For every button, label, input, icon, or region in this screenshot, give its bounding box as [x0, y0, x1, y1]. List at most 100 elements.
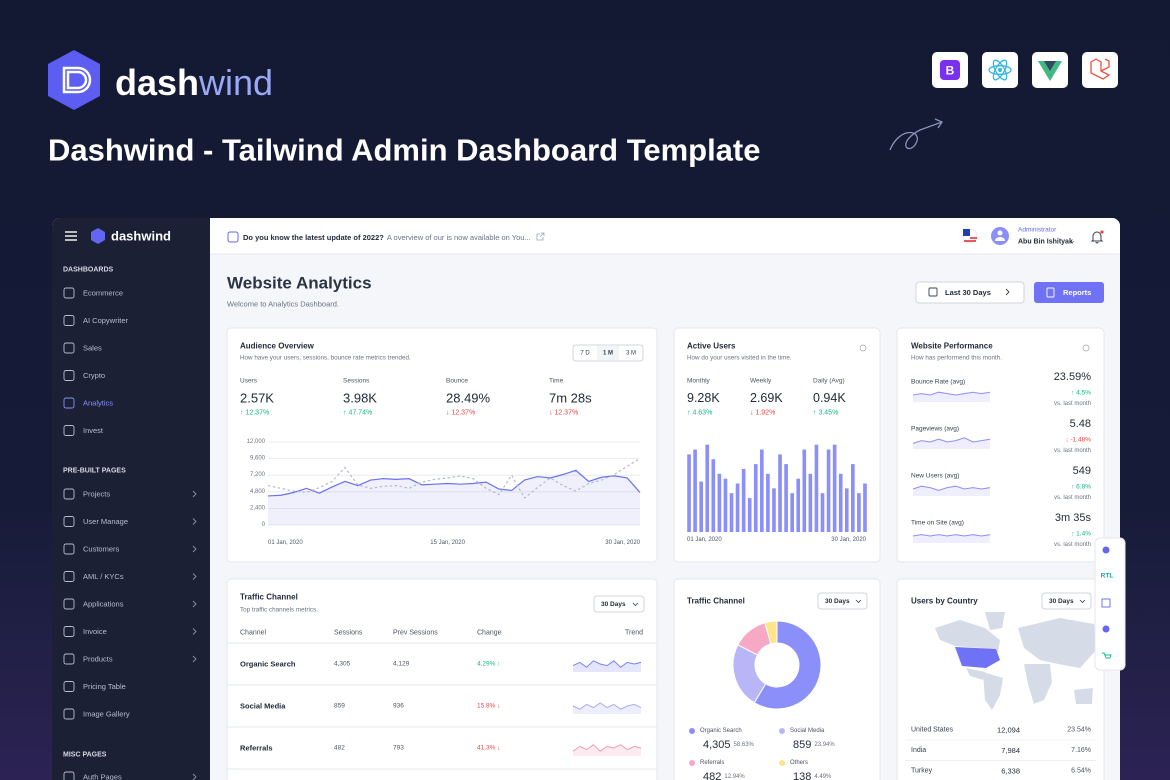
- metric-change: ↑ 4.5%: [1071, 390, 1091, 397]
- menu-item[interactable]: User Manage: [83, 517, 128, 526]
- menu-icon: [63, 342, 75, 354]
- menu-item[interactable]: Invoice: [83, 627, 107, 636]
- stat-change: ↑ 3.45%: [813, 410, 838, 417]
- bar: [766, 473, 770, 532]
- dropdown[interactable]: [817, 592, 868, 610]
- x-tick-label: 01 Jan, 2020: [268, 540, 303, 546]
- legend-count: 859: [793, 739, 811, 751]
- stat-label: Daily (Avg): [813, 378, 845, 385]
- menu-item[interactable]: Auth Pages: [83, 773, 122, 780]
- country-users: 7,984: [1001, 746, 1020, 755]
- notice-text: A overview of our is now available on Yo…: [387, 233, 531, 242]
- bar: [790, 493, 794, 532]
- user-name[interactable]: Abu Bin Ishityak: [1018, 239, 1073, 246]
- menu-item[interactable]: AML / KYCs: [83, 572, 124, 581]
- menu-item[interactable]: Customers: [83, 545, 120, 554]
- bar: [844, 488, 849, 532]
- sparkline: [912, 437, 991, 444]
- brand-first: dash: [115, 62, 199, 103]
- metric-note: vs. last month: [1054, 495, 1091, 501]
- bar: [778, 454, 782, 532]
- menu-item[interactable]: Analytics: [83, 399, 113, 408]
- menu-item[interactable]: AI Copywriter: [83, 316, 129, 325]
- card-title: Traffic Channel: [240, 593, 298, 602]
- world-map: [935, 612, 1098, 710]
- y-tick-label: 7,200: [250, 472, 266, 478]
- dropdown[interactable]: [1041, 592, 1092, 610]
- chevron: [192, 573, 197, 580]
- card-title: Active Users: [687, 342, 736, 351]
- legend-value: 4,305 58.63%: [703, 739, 755, 751]
- bar: [711, 459, 716, 532]
- menu-item[interactable]: Ecommerce: [83, 289, 123, 298]
- rtl-toggle[interactable]: RTL: [1101, 573, 1114, 580]
- bar: [699, 481, 703, 532]
- y-tick-label: 9,600: [250, 456, 266, 462]
- metric-value: 3m 35s: [1055, 512, 1092, 524]
- menu-item[interactable]: Invest: [83, 426, 104, 435]
- legend-count: 482: [703, 771, 721, 780]
- stat-value: 7m 28s: [549, 391, 592, 406]
- bar: [826, 449, 831, 532]
- metric-change: ↑ 6.8%: [1071, 484, 1091, 491]
- chevron: [192, 655, 197, 663]
- notice[interactable]: Do you know the latest update of 2022? A …: [243, 233, 531, 242]
- menu-icon: [63, 425, 75, 436]
- menu-item[interactable]: Applications: [83, 600, 124, 609]
- dropdown[interactable]: [593, 595, 645, 613]
- metric-value: 23.59%: [1054, 371, 1092, 383]
- menu-item[interactable]: Projects: [83, 490, 110, 499]
- trend-line: [572, 702, 642, 710]
- country-share: 23.54%: [1067, 727, 1091, 734]
- menu-icon: [63, 653, 75, 665]
- page-buttons: [915, 281, 1104, 304]
- tab[interactable]: 3 M: [626, 351, 636, 357]
- page-title: Website Analytics: [227, 274, 372, 293]
- range-button[interactable]: [915, 281, 1025, 304]
- country-name: United States: [911, 727, 954, 734]
- area: [268, 470, 640, 525]
- legend-label: Social Media: [790, 728, 825, 734]
- sidebar-head: [65, 231, 77, 241]
- column-header: Change: [477, 630, 502, 637]
- donut-slice: [764, 620, 778, 645]
- bar: [705, 444, 710, 532]
- bar: [729, 493, 734, 532]
- headline: Dashwind - Tailwind Admin Dashboard Temp…: [48, 133, 761, 168]
- y-tick-label: 0: [262, 522, 266, 528]
- menu-item[interactable]: Image Gallery: [83, 710, 130, 719]
- stat-label: Time: [549, 378, 564, 385]
- reports-button[interactable]: [1034, 282, 1104, 303]
- tab[interactable]: 7 D: [580, 351, 590, 357]
- table-cell: 936: [393, 703, 404, 710]
- info-icons: [859, 344, 1090, 352]
- menu-item[interactable]: Products: [83, 655, 113, 664]
- stat-value: 2.57K: [240, 391, 274, 406]
- menu-icon: [63, 370, 75, 381]
- country-users: 12,094: [997, 726, 1020, 735]
- country-name: Turkey: [911, 768, 933, 775]
- table-cell: 4,129: [393, 661, 410, 668]
- section-title: MISC PAGES: [63, 752, 107, 759]
- y-tick-label: 4,800: [250, 489, 266, 495]
- dropdown-label: 30 Days: [1049, 598, 1074, 605]
- menu-item[interactable]: Pricing Table: [83, 682, 126, 691]
- bar: [717, 473, 722, 532]
- metric-note: vs. last month: [1054, 542, 1091, 548]
- chevron: [632, 602, 639, 607]
- trend-line: [572, 660, 642, 668]
- stat-value: 9.28K: [687, 391, 720, 405]
- menu-icon: [63, 771, 75, 780]
- tab[interactable]: 1 M: [603, 351, 613, 357]
- menu-icon: [63, 598, 75, 610]
- menu-item[interactable]: Sales: [83, 344, 102, 353]
- metric-change: ↓ -1.48%: [1065, 437, 1091, 444]
- line: [267, 469, 641, 497]
- menu-item[interactable]: Crypto: [83, 371, 105, 380]
- stat-change: ↓ 12.37%: [549, 410, 578, 417]
- range-label: Last 30 Days: [945, 288, 991, 297]
- brand-second: wind: [198, 62, 273, 103]
- menu-icon: [63, 488, 75, 500]
- x-tick-label: 30 Jan, 2020: [831, 537, 866, 543]
